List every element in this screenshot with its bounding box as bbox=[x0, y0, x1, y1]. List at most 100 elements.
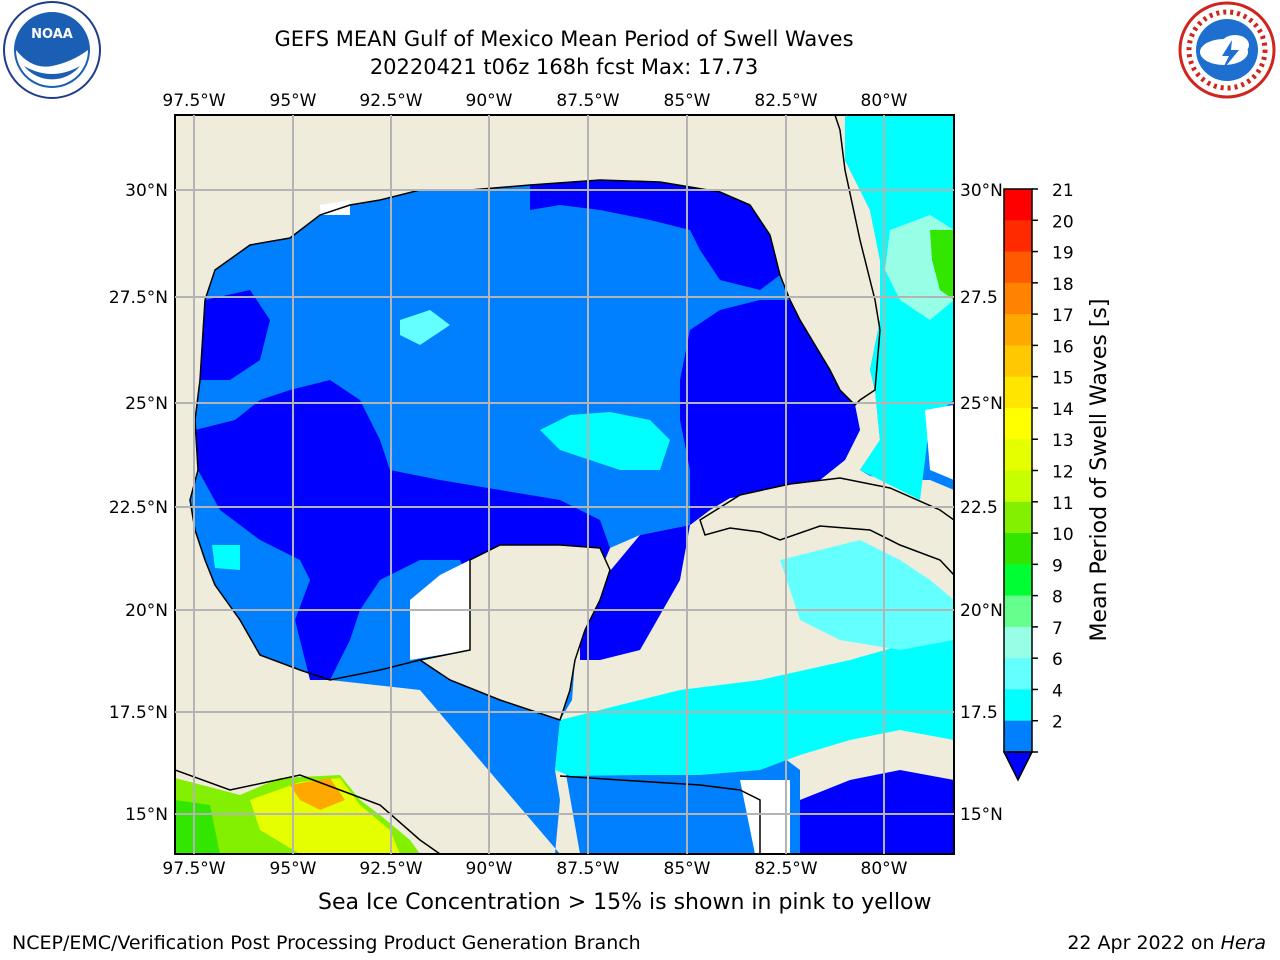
colorbar-tick-label: 20 bbox=[1052, 212, 1074, 232]
lat-label: 20°N bbox=[960, 601, 1003, 621]
sea-ice-note: Sea Ice Concentration > 15% is shown in … bbox=[318, 890, 932, 915]
region-dark-5 bbox=[200, 290, 270, 380]
lon-label: 82.5°W bbox=[754, 91, 817, 111]
region-cyan-5 bbox=[400, 310, 450, 345]
lat-label: 22.5 bbox=[960, 498, 998, 518]
colorbar-tick-label: 8 bbox=[1052, 588, 1063, 608]
lon-label: 87.5°W bbox=[556, 859, 619, 879]
region-cyan-1 bbox=[540, 412, 670, 470]
svg-text:NOAA: NOAA bbox=[31, 27, 73, 42]
central-america-coast bbox=[175, 769, 441, 854]
honduras-coast bbox=[559, 775, 761, 854]
lat-label: 15°N bbox=[125, 805, 168, 825]
lat-label: 30°N bbox=[125, 181, 168, 201]
nodata-4 bbox=[320, 200, 350, 215]
colorbar-tick-label: 16 bbox=[1052, 337, 1074, 357]
colorbar-tick-label: 7 bbox=[1052, 619, 1063, 639]
colorbar-band bbox=[1004, 282, 1032, 315]
lat-label: 17.5°N bbox=[109, 703, 168, 723]
mexico-coast bbox=[189, 299, 421, 681]
nodata-3 bbox=[925, 405, 954, 480]
colorbar-tick-label: 19 bbox=[1052, 244, 1074, 264]
colorbar-tick-label: 9 bbox=[1052, 556, 1063, 576]
lon-labels-bottom: 97.5°W 95°W 92.5°W 90°W 87.5°W 85°W 82.5°W 80°W bbox=[162, 859, 907, 879]
colorbar-band bbox=[1004, 470, 1032, 503]
graticule bbox=[175, 115, 954, 854]
lat-label: 17.5 bbox=[960, 703, 998, 723]
lat-label: 15°N bbox=[960, 805, 1003, 825]
run-date: 22 Apr 2022 on Hera bbox=[1067, 932, 1266, 954]
pacific-swell-yellow bbox=[250, 778, 400, 854]
colorbar-band bbox=[1004, 251, 1032, 284]
us-coast bbox=[204, 115, 881, 407]
lon-label: 92.5°W bbox=[359, 91, 422, 111]
colorbar: 21 20 19 18 17 16 15 14 13 12 11 10 9 8 7 6 4 2 bbox=[1002, 181, 1074, 782]
machine-name: Hera bbox=[1220, 932, 1266, 954]
lon-label: 97.5°W bbox=[162, 859, 225, 879]
lat-label: 30°N bbox=[960, 181, 1003, 201]
map-title: GEFS MEAN Gulf of Mexico Mean Period of … bbox=[274, 27, 854, 51]
colorbar-extend-arrow bbox=[1002, 751, 1034, 782]
map-frame bbox=[174, 114, 955, 855]
lon-label: 95°W bbox=[270, 859, 317, 879]
region-dark-2 bbox=[530, 180, 780, 290]
lon-label: 92.5°W bbox=[359, 859, 422, 879]
colorbar-band bbox=[1004, 689, 1032, 722]
region-dark-6 bbox=[800, 770, 954, 854]
colorbar-tick-label: 2 bbox=[1052, 713, 1063, 733]
lon-label: 80°W bbox=[861, 859, 908, 879]
run-date-text: 22 Apr 2022 on bbox=[1067, 932, 1221, 954]
lon-label: 90°W bbox=[466, 859, 513, 879]
colorbar-band bbox=[1004, 345, 1032, 378]
region-dark-3 bbox=[680, 300, 860, 525]
colorbar-tick-label: 6 bbox=[1052, 650, 1063, 670]
nws-logo bbox=[1178, 1, 1276, 99]
colorbar-label: Mean Period of Swell Waves [s] bbox=[1087, 299, 1112, 642]
region-cyan-4 bbox=[780, 540, 954, 650]
lon-label: 90°W bbox=[466, 91, 513, 111]
colorbar-band bbox=[1004, 595, 1032, 628]
producer-credit: NCEP/EMC/Verification Post Processing Pr… bbox=[12, 932, 641, 954]
colorbar-band bbox=[1004, 439, 1032, 471]
colorbar-tick-label: 11 bbox=[1052, 494, 1074, 514]
lon-label: 97.5°W bbox=[162, 91, 225, 111]
region-cyan-6 bbox=[212, 545, 240, 570]
lat-label: 25°N bbox=[125, 394, 168, 414]
colorbar-band bbox=[1004, 407, 1032, 440]
cuba-land bbox=[699, 477, 954, 577]
lat-label: 22.5°N bbox=[109, 498, 168, 518]
lon-label: 85°W bbox=[664, 91, 711, 111]
colorbar-tick-label: 13 bbox=[1052, 431, 1074, 451]
lat-label: 25°N bbox=[960, 394, 1003, 414]
lon-label: 82.5°W bbox=[754, 859, 817, 879]
colorbar-tick-label: 21 bbox=[1052, 181, 1074, 201]
noaa-logo: NOAA bbox=[3, 1, 101, 99]
lat-label: 27.5 bbox=[960, 288, 998, 308]
colorbar-tick-label: 10 bbox=[1052, 525, 1074, 545]
lon-labels-top: 97.5°W 95°W 92.5°W 90°W 87.5°W 85°W 82.5°W 80°W bbox=[162, 91, 907, 111]
colorbar-tick-label: 4 bbox=[1052, 681, 1063, 701]
lat-labels-right: 30°N 27.5 25°N 22.5 20°N 17.5 15°N bbox=[960, 181, 1003, 825]
colorbar-band bbox=[1004, 564, 1032, 597]
colorbar-band bbox=[1004, 314, 1032, 346]
region-green bbox=[930, 230, 954, 300]
lon-label: 95°W bbox=[270, 91, 317, 111]
colorbar-tick-label: 17 bbox=[1052, 306, 1074, 326]
colorbar-band bbox=[1004, 720, 1032, 753]
lon-label: 87.5°W bbox=[556, 91, 619, 111]
colorbar-band bbox=[1004, 533, 1032, 565]
colorbar-tick-label: 18 bbox=[1052, 275, 1074, 295]
colorbar-tick-label: 12 bbox=[1052, 463, 1074, 483]
lon-label: 85°W bbox=[664, 859, 711, 879]
yucatan-land bbox=[418, 544, 611, 721]
region-cyan-2 bbox=[555, 640, 954, 776]
colorbar-band bbox=[1004, 220, 1032, 253]
colorbar-band bbox=[1004, 658, 1032, 690]
colorbar-tick-label: 15 bbox=[1052, 369, 1074, 389]
colorbar-band bbox=[1004, 626, 1032, 659]
lat-labels-left: 30°N 27.5°N 25°N 22.5°N 20°N 17.5°N 15°N bbox=[109, 181, 168, 825]
lon-label: 80°W bbox=[861, 91, 908, 111]
lat-label: 27.5°N bbox=[109, 288, 168, 308]
map-subtitle: 20220421 t06z 168h fcst Max: 17.73 bbox=[369, 55, 759, 79]
